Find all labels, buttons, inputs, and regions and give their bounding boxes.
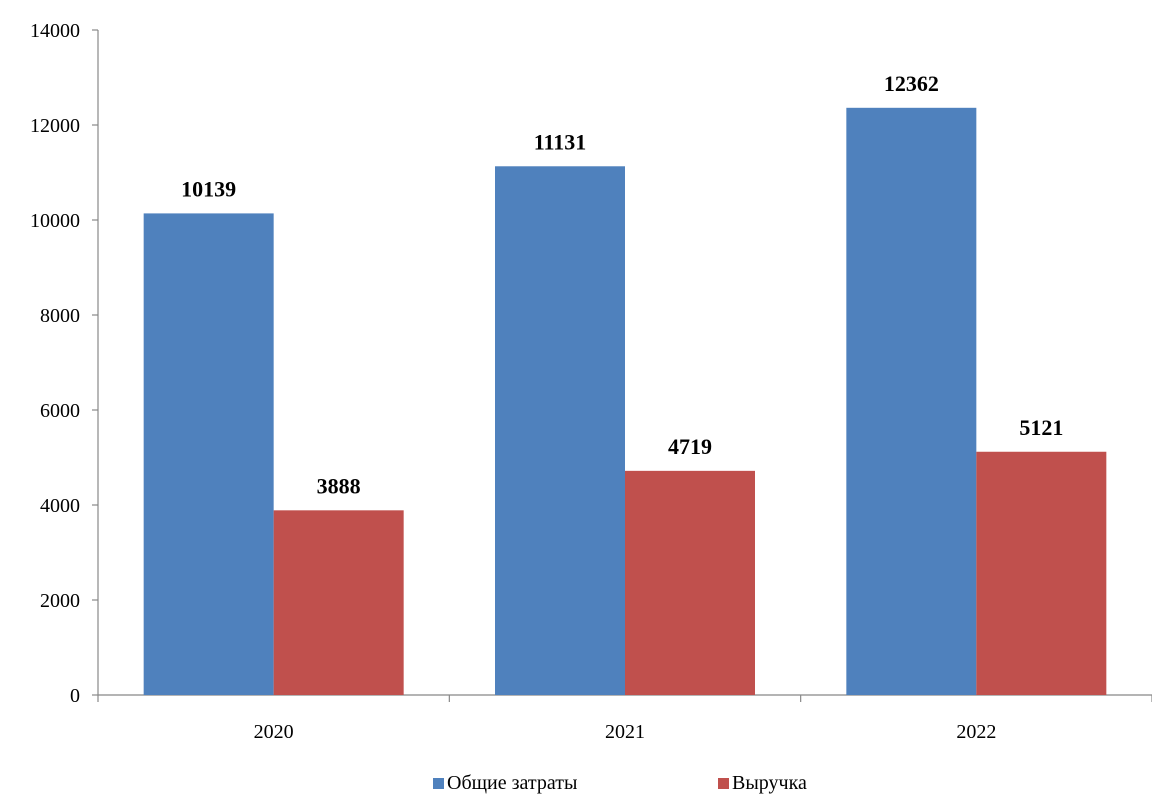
y-tick-label: 2000 [40,590,80,612]
data-labels: 10139 3888 11131 4719 12362 5121 [181,71,1063,499]
bar [143,213,274,695]
bar [273,510,404,695]
x-tick-label: 2021 [605,721,645,743]
y-tick-label: 0 [70,685,80,707]
y-tick-label: 6000 [40,400,80,422]
y-tick-label: 10000 [30,210,80,232]
y-tick-label: 14000 [30,20,80,42]
legend: Общие затраты Выручка [433,772,807,794]
x-tick-label: 2020 [254,721,294,743]
data-label: 12362 [884,71,939,96]
bar [625,470,755,695]
legend-label: Общие затраты [447,772,577,794]
bar [976,451,1107,695]
data-label: 4719 [668,434,712,459]
x-axis: 2020 2021 2022 [97,694,1152,743]
y-axis: 0 2000 4000 6000 8000 10000 12000 14000 [30,20,99,707]
y-tick-label: 4000 [40,495,80,517]
legend-label: Выручка [732,772,807,794]
x-tick-label: 2022 [956,721,996,743]
bars [143,107,1107,696]
data-label: 3888 [317,473,361,498]
legend-swatch [433,778,444,789]
legend-swatch [718,778,729,789]
bar [495,166,625,696]
y-tick-label: 8000 [40,305,80,327]
bar [846,107,977,696]
data-label: 10139 [181,176,236,201]
data-label: 11131 [534,129,587,154]
data-label: 5121 [1019,415,1063,440]
y-tick-label: 12000 [30,115,80,137]
